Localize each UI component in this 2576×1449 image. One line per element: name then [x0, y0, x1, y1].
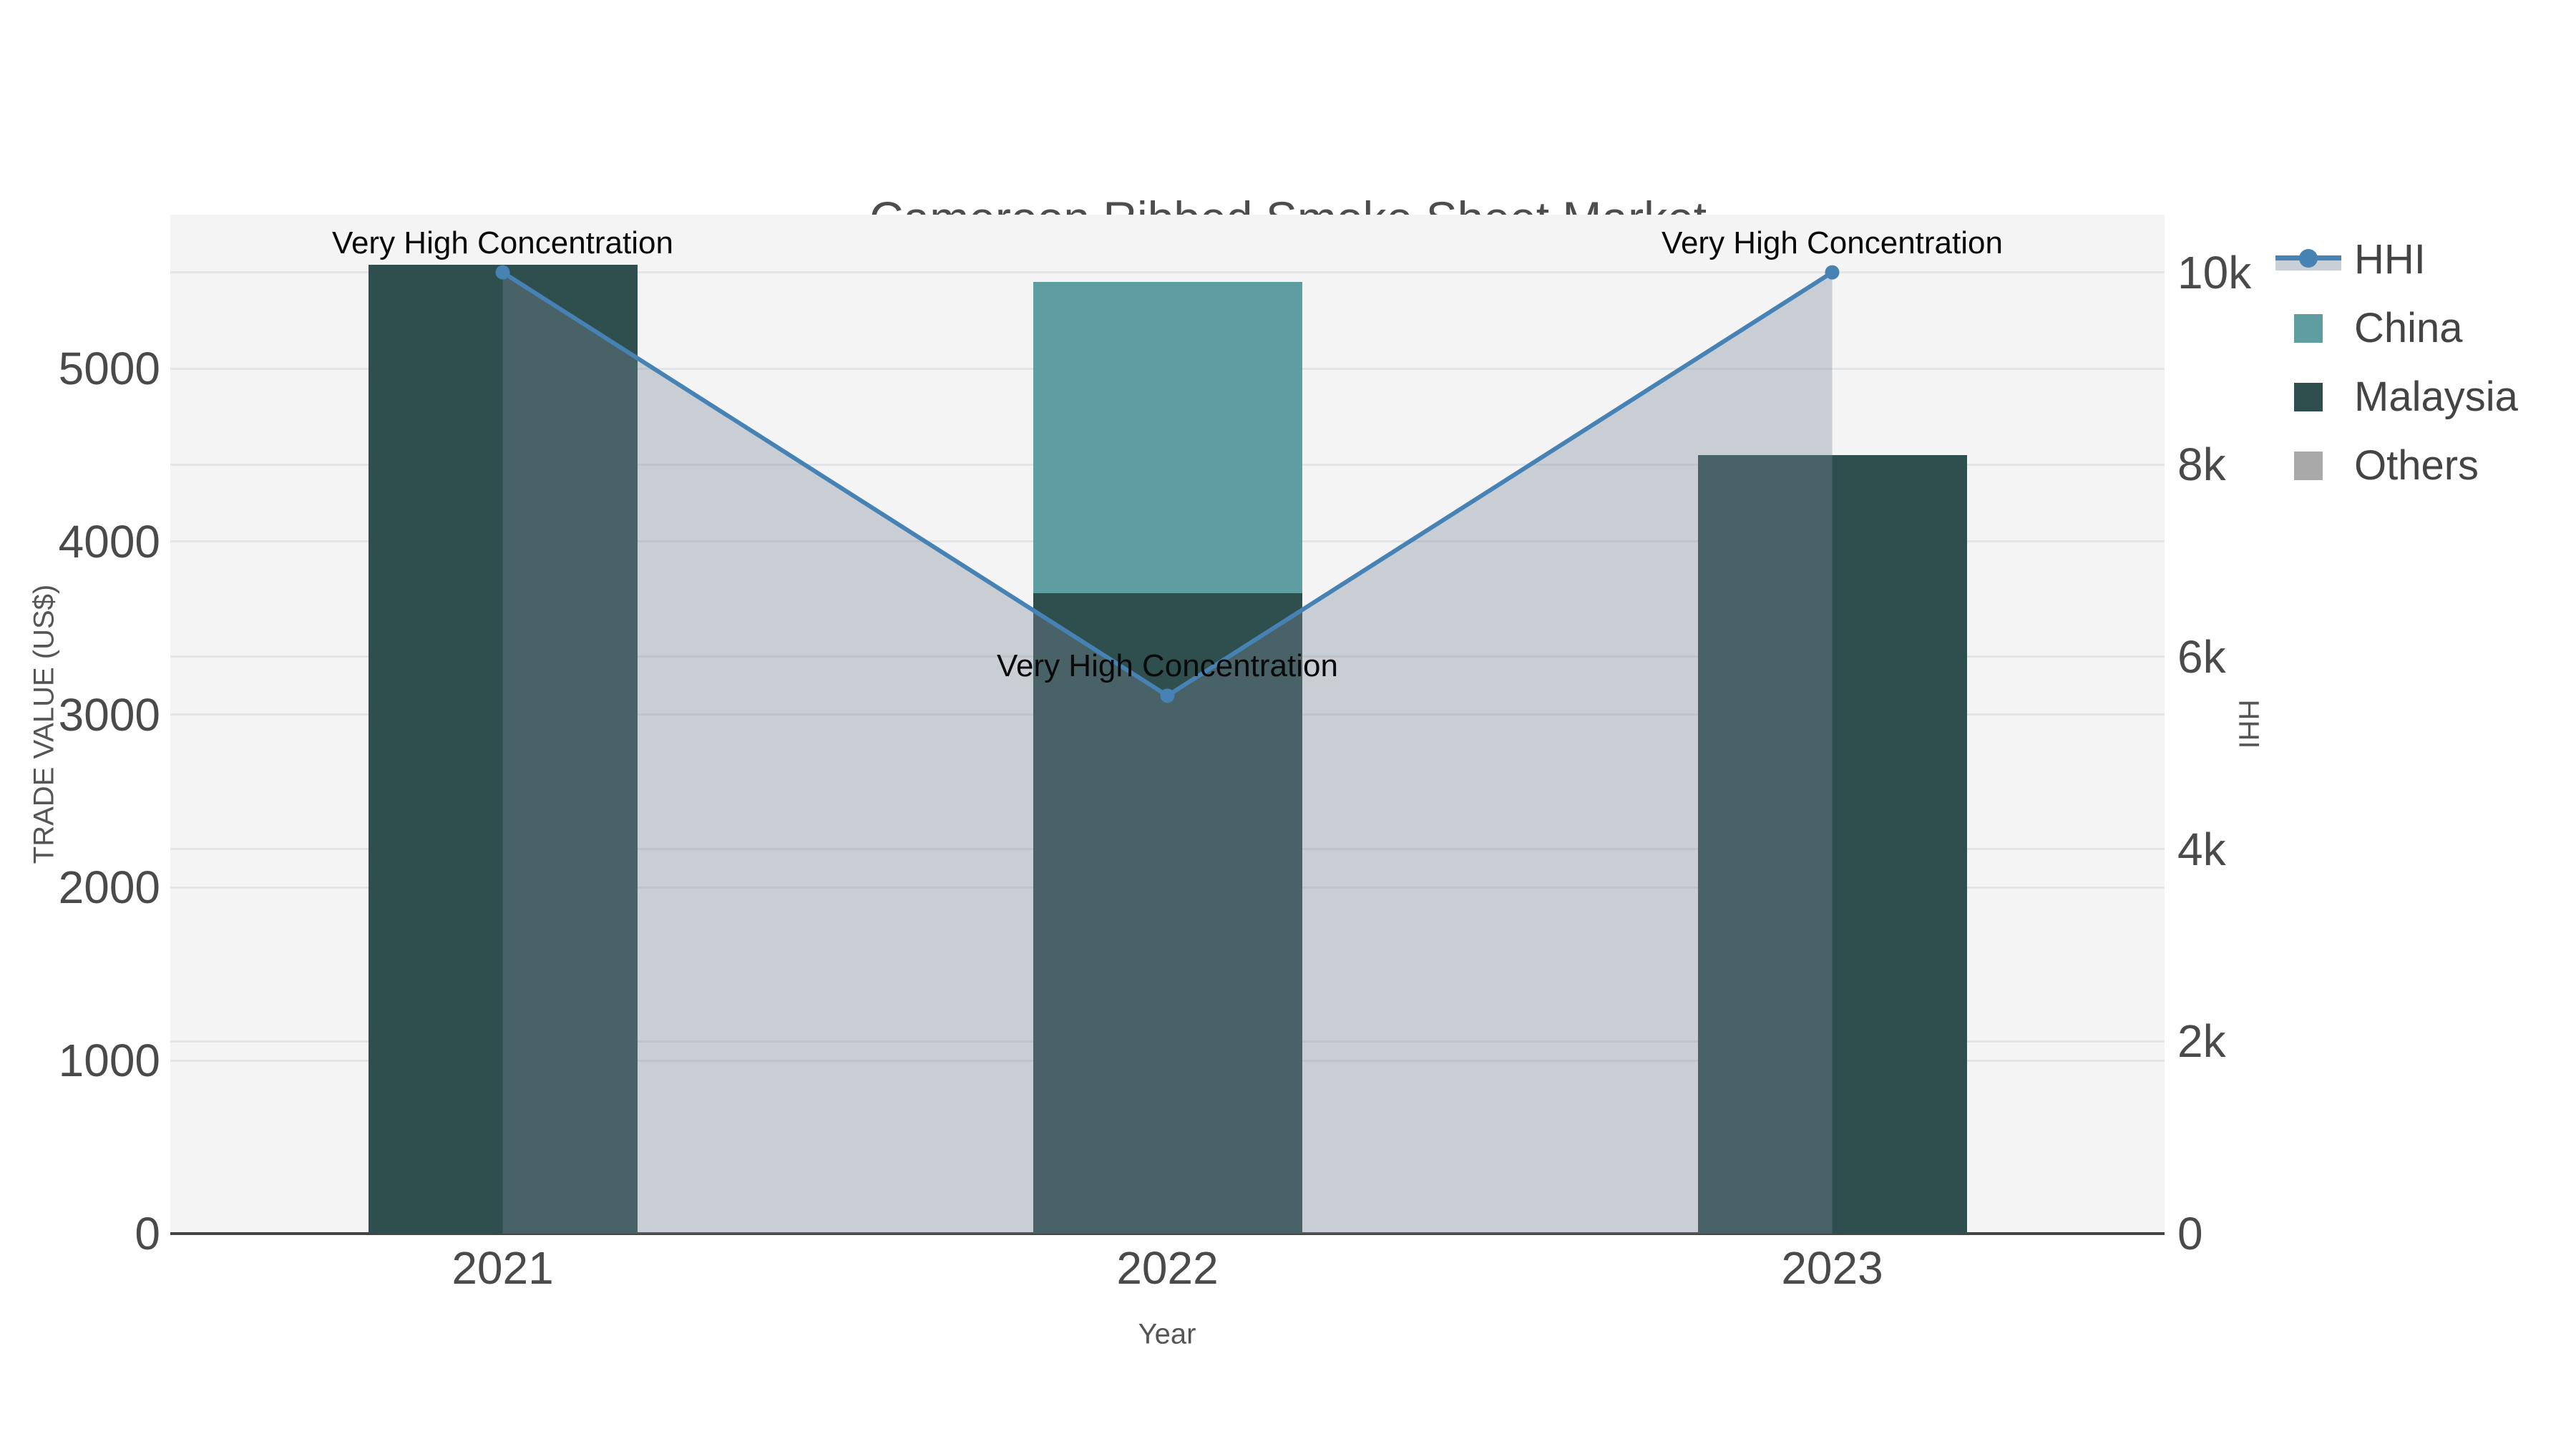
gridline-right-10k [170, 271, 2165, 274]
x-tick-2023: 2023 [1781, 1242, 1883, 1294]
y-left-tick-1000: 1000 [58, 1035, 160, 1087]
bar-segment-malaysia-2023[interactable] [1697, 455, 1967, 1234]
legend-item-china[interactable]: China [2275, 294, 2518, 363]
legend-item-others[interactable]: Others [2275, 431, 2518, 500]
plot-area: Very High Concentration Very High Concent… [170, 215, 2165, 1234]
legend-item-hhi[interactable]: HHI [2275, 225, 2518, 294]
y-right-tick-6k: 6k [2177, 630, 2226, 683]
hhi-marker-2023[interactable] [1825, 265, 1840, 280]
annotation-layer: Very High Concentration Very High Concent… [170, 215, 2165, 1234]
annotation-2021: Very High Concentration [332, 225, 673, 260]
annotation-2022: Very High Concentration [997, 648, 1338, 684]
hhi-marker-2022[interactable] [1160, 688, 1175, 703]
hhi-area-fill [502, 272, 1833, 1234]
y-axis-title-right: HHI [2233, 699, 2265, 749]
x-axis-title: Year [1138, 1318, 1196, 1350]
legend-label: Others [2354, 442, 2479, 489]
y-right-tick-8k: 8k [2177, 439, 2226, 491]
y-right-tick-4k: 4k [2177, 823, 2226, 875]
hhi-line-swatch-icon [2275, 244, 2341, 275]
y-left-tick-3000: 3000 [58, 688, 160, 741]
china-swatch-icon [2275, 313, 2341, 344]
bar-segment-china-2022[interactable] [1033, 282, 1302, 594]
y-left-tick-0: 0 [135, 1208, 160, 1259]
x-tick-2021: 2021 [452, 1242, 554, 1294]
legend-label: HHI [2354, 236, 2426, 283]
y-left-tick-4000: 4000 [58, 515, 160, 567]
legend-label: China [2354, 305, 2463, 351]
legend-item-malaysia[interactable]: Malaysia [2275, 363, 2518, 431]
legend-label: Malaysia [2354, 374, 2518, 420]
y-axis-title-left: TRADE VALUE (US$) [28, 584, 60, 864]
bar-segment-malaysia-2021[interactable] [368, 265, 638, 1234]
hhi-line-chart [495, 265, 1840, 1234]
y-right-tick-0: 0 [2177, 1208, 2203, 1259]
hhi-marker-2021[interactable] [495, 265, 510, 280]
y-left-tick-5000: 5000 [58, 343, 160, 395]
x-tick-2022: 2022 [1116, 1242, 1219, 1294]
others-swatch-icon [2275, 450, 2341, 482]
y-right-tick-10k: 10k [2177, 246, 2252, 298]
y-right-tick-2k: 2k [2177, 1015, 2226, 1068]
legend: HHI China Malaysia Others [2275, 225, 2518, 500]
malaysia-swatch-icon [2275, 381, 2341, 413]
x-axis-line [170, 1232, 2165, 1235]
annotation-2023: Very High Concentration [1662, 225, 2003, 260]
y-left-tick-2000: 2000 [58, 862, 160, 914]
